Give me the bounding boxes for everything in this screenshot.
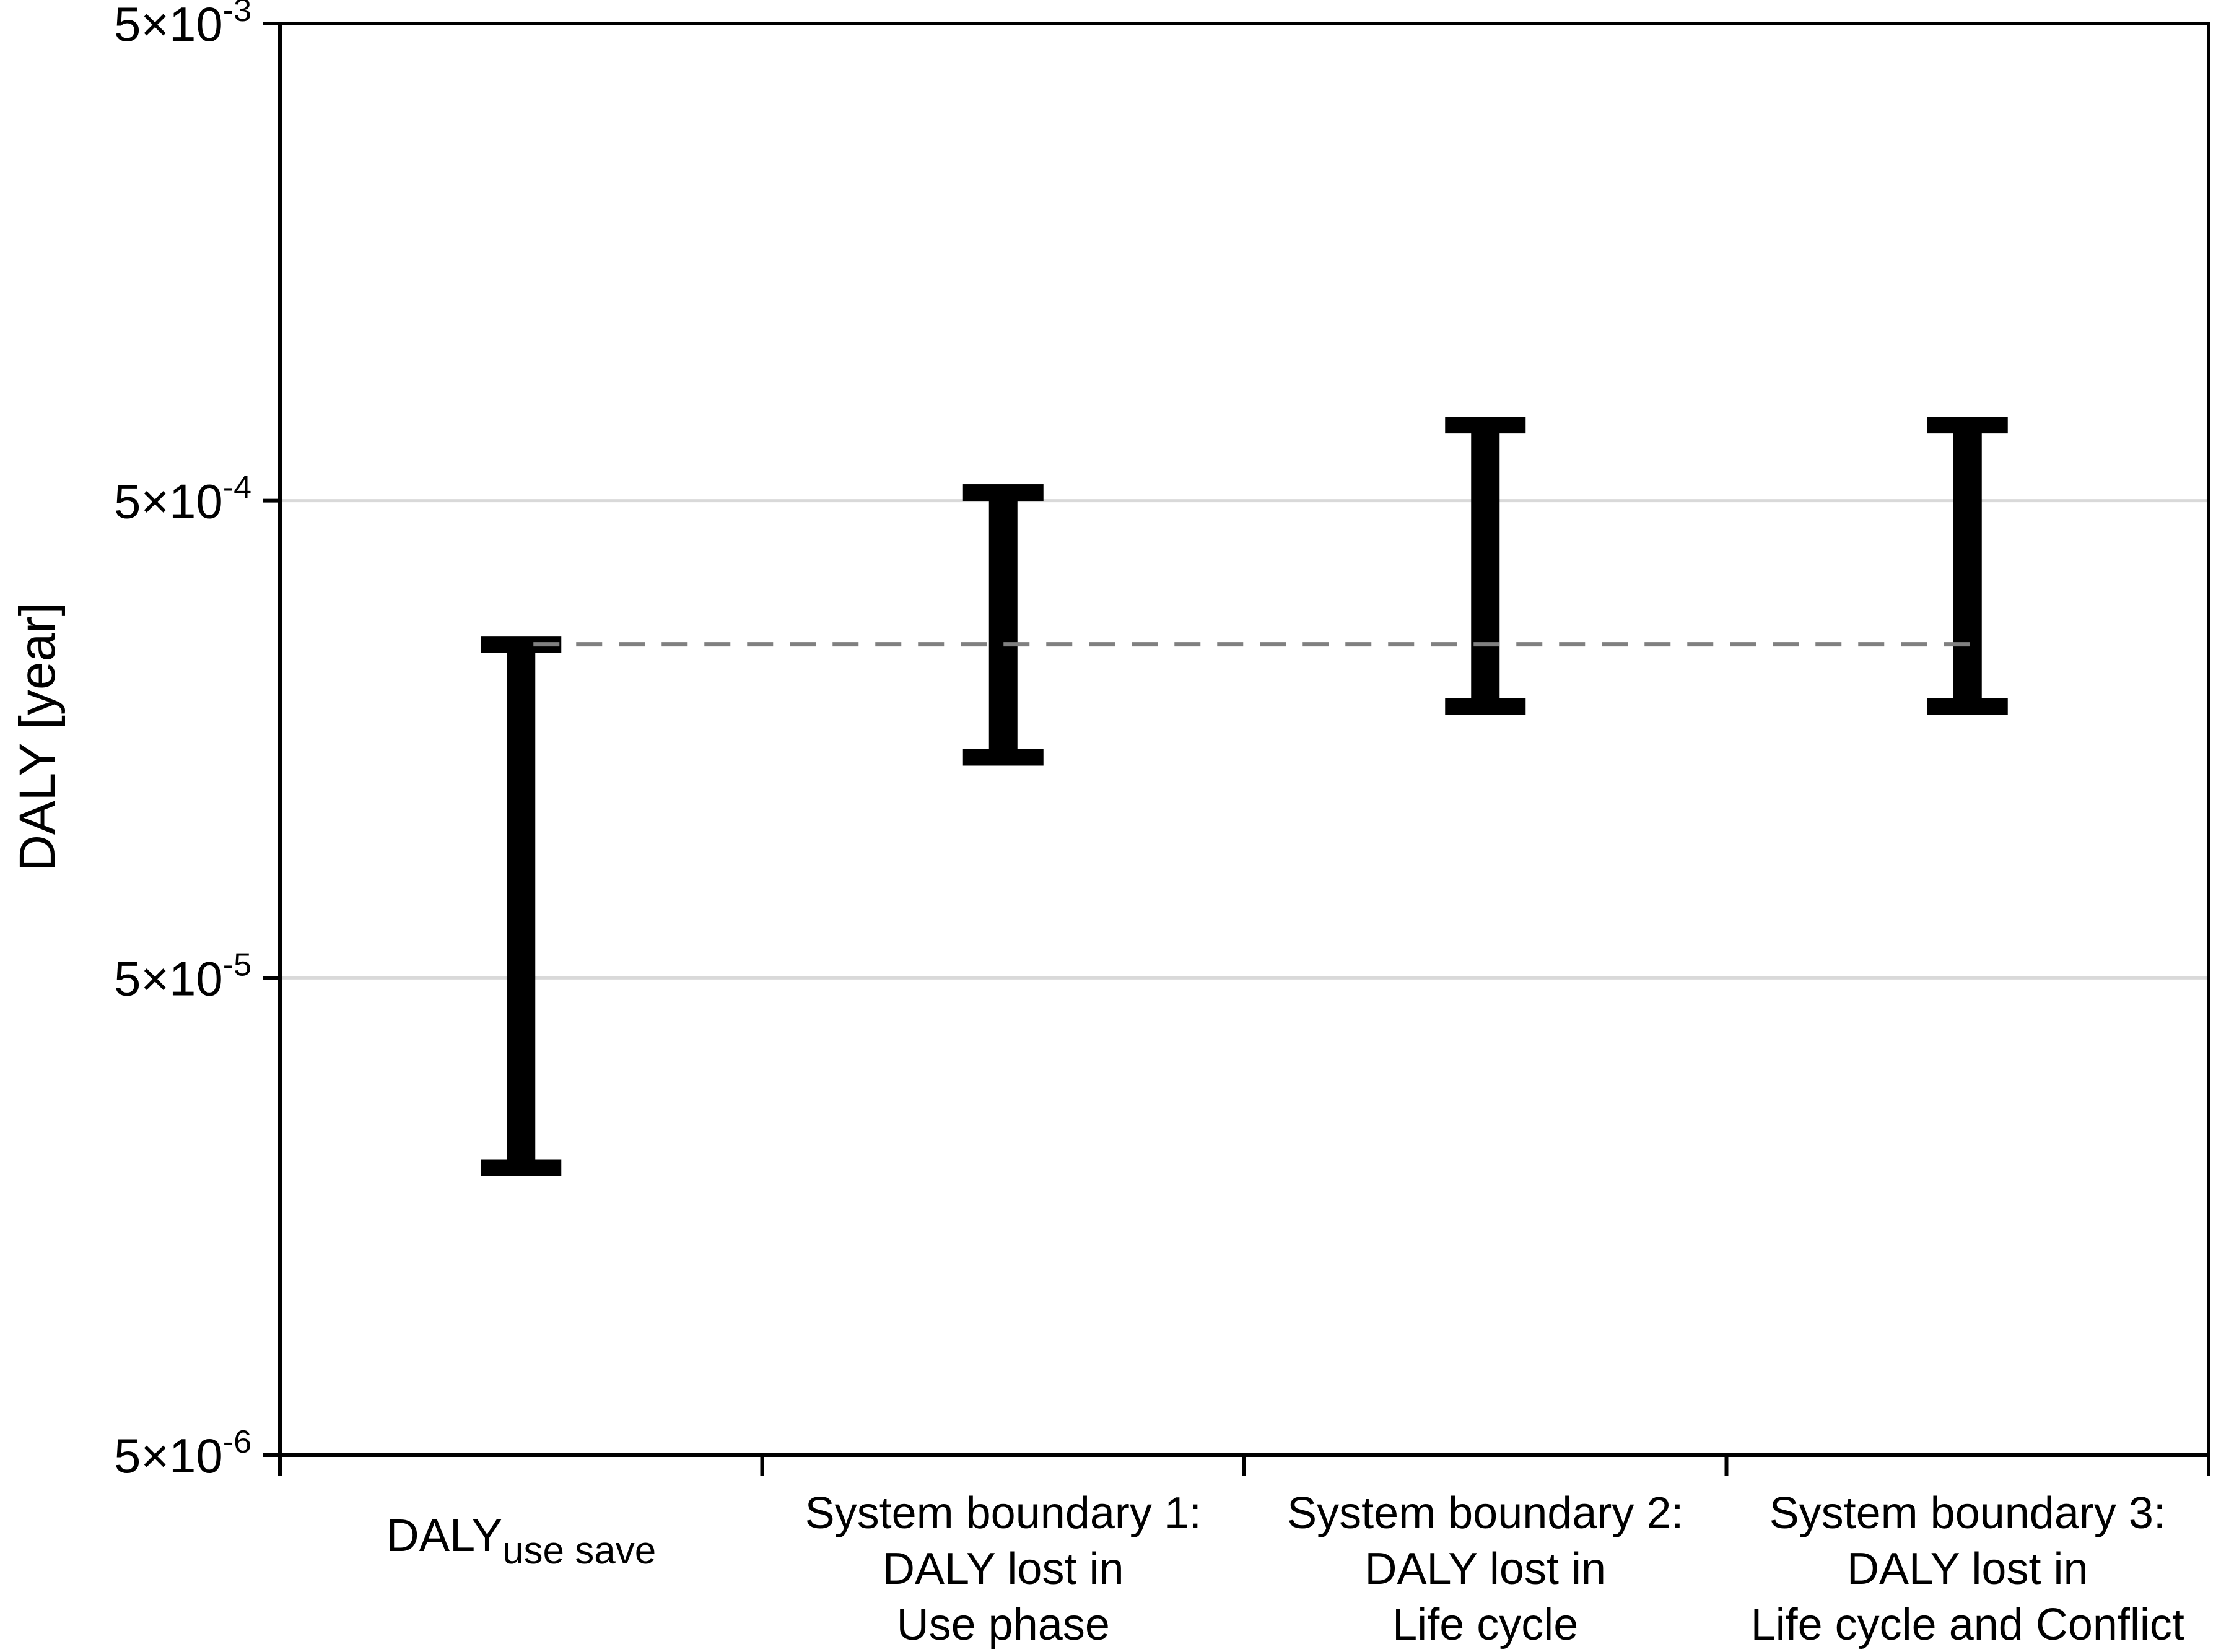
range-bar-cap-low — [481, 1159, 562, 1176]
range-bar-2 — [1445, 417, 1526, 715]
y-tick-label: 5×10-4 — [114, 470, 251, 529]
range-bar-stem — [1953, 425, 1982, 707]
y-tick-label: 5×10-3 — [114, 0, 251, 51]
range-bar-cap-high — [1927, 417, 2008, 434]
range-bar-stem — [1471, 425, 1500, 707]
range-bar-cap-low — [1445, 698, 1526, 715]
range-bar-cap-low — [962, 749, 1044, 766]
range-bar-3 — [1927, 417, 2008, 715]
range-bar-stem — [988, 492, 1018, 757]
y-tick-label: 5×10-5 — [114, 947, 251, 1006]
range-bar-cap-high — [1445, 417, 1526, 434]
range-bar-1 — [962, 484, 1044, 766]
y-tick-label: 5×10-6 — [114, 1424, 251, 1483]
x-category-label: System boundary 2: DALY lost in Life cycle — [1287, 1489, 1683, 1650]
x-category-label: DALYuse save — [386, 1510, 656, 1572]
range-bar-cap-low — [1927, 698, 2008, 715]
y-axis-title: DALY [year] — [9, 602, 66, 872]
range-bar-0 — [481, 636, 562, 1176]
range-bar-cap-high — [962, 484, 1044, 502]
range-bar-stem — [507, 644, 536, 1168]
x-category-label: System boundary 3: DALY lost in Life cycle… — [1751, 1489, 2184, 1650]
x-category-label: System boundary 1: DALY lost in Use phase — [805, 1489, 1202, 1650]
